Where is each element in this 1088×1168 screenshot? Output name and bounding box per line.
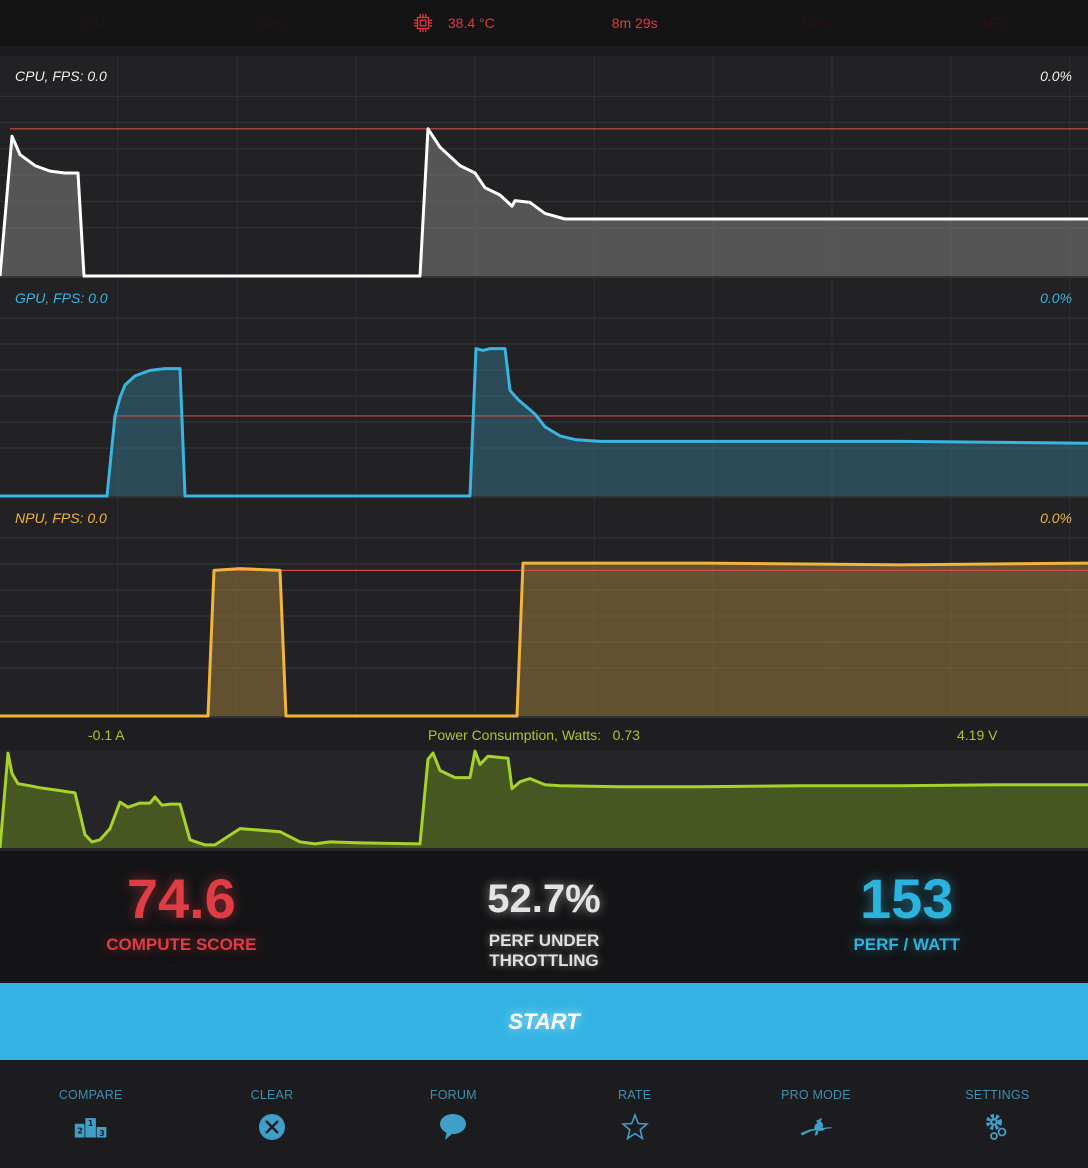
nav-settings-label: SETTINGS [965, 1088, 1030, 1102]
nav-forum[interactable]: FORUM [363, 1060, 544, 1168]
nav-compare-label: COMPARE [58, 1088, 123, 1102]
svg-text:3: 3 [99, 1128, 105, 1138]
caption-line-2: THROTTLING [489, 951, 599, 970]
start-button[interactable]: START [0, 983, 1088, 1060]
gpu-chart-label: GPU, FPS: 0.0 [15, 290, 108, 306]
cpu-chart-percent: 0.0% [1040, 68, 1072, 84]
speech-bubble-icon [440, 1114, 467, 1140]
caption-line-1: PERF UNDER [488, 931, 600, 950]
perf-per-watt-caption: PERF / WATT [853, 935, 960, 954]
podium-icon: 2 1 3 [74, 1118, 107, 1138]
nav-rate-label: RATE [618, 1088, 652, 1102]
start-button-label: START [508, 1008, 580, 1034]
nav-clear-label: CLEAR [250, 1088, 294, 1102]
nav-forum-label: FORUM [429, 1088, 477, 1102]
compute-score-caption: COMPUTE SCORE [106, 935, 257, 954]
svg-text:2: 2 [77, 1125, 83, 1135]
perf-per-watt: 153 PERF / WATT [725, 851, 1088, 981]
power-consumption-title: Power Consumption, Watts: 0.73 [428, 727, 640, 743]
svg-text:1: 1 [87, 1118, 93, 1128]
cpu-chart-plot [0, 56, 1088, 278]
power-voltage: 4.19 V [957, 727, 998, 743]
perf-under-throttling: 52.7% PERF UNDER THROTTLING [363, 851, 726, 981]
npu-chart: NPU, FPS: 0.0 0.0% [0, 498, 1088, 718]
perf-under-throttling-value: 52.7% [487, 877, 601, 921]
compute-score: 74.6 COMPUTE SCORE [0, 851, 363, 981]
npu-chart-label: NPU, FPS: 0.0 [15, 510, 107, 526]
status-elapsed-time: 8m 29s [611, 15, 658, 31]
status-gpu: GPU [256, 15, 288, 31]
bottom-nav: COMPARE 2 1 3 CLEAR FORUM RATE PRO MODE [0, 1060, 1088, 1168]
gpu-chart: GPU, FPS: 0.0 0.0% [0, 278, 1088, 498]
status-temperature: 38.4 °C [363, 12, 544, 34]
nav-compare[interactable]: COMPARE 2 1 3 [0, 1060, 181, 1168]
temperature-value: 38.4 °C [447, 15, 495, 31]
power-current: -0.1 A [88, 727, 125, 743]
cpu-chart-label: CPU, FPS: 0.0 [15, 68, 107, 84]
status-npu-1: NPU [801, 15, 831, 31]
perf-under-throttling-caption: PERF UNDER THROTTLING [363, 931, 726, 971]
power-chart-header [0, 718, 1088, 750]
cpu-chip-icon [413, 13, 433, 33]
status-npu-2: NPU [982, 15, 1013, 31]
gpu-chart-percent: 0.0% [1040, 290, 1072, 306]
star-outline-icon [620, 1113, 649, 1141]
status-cpu: CPU [75, 15, 106, 31]
npu-chart-percent: 0.0% [1040, 510, 1072, 526]
score-panel: 74.6 COMPUTE SCORE 52.7% PERF UNDER THRO… [0, 851, 1088, 981]
clear-circle-x-icon [258, 1114, 285, 1140]
perf-per-watt-value: 153 [859, 867, 954, 930]
nav-clear[interactable]: CLEAR [181, 1060, 362, 1168]
witch-on-broom-icon [800, 1117, 832, 1136]
nav-rate[interactable]: RATE [544, 1060, 725, 1168]
nav-pro-mode[interactable]: PRO MODE [725, 1060, 906, 1168]
power-chart-plot [0, 749, 1088, 849]
npu-chart-plot [0, 498, 1088, 718]
gpu-chart-plot [0, 278, 1088, 498]
nav-pro-mode-label: PRO MODE [781, 1088, 851, 1102]
compute-score-value: 74.6 [126, 867, 236, 930]
status-bar: CPU GPU 38.4 °C 8m 29s NPU NPU [0, 0, 1088, 46]
gears-icon [986, 1114, 1007, 1140]
nav-settings[interactable]: SETTINGS [907, 1060, 1088, 1168]
power-chart: -0.1 A Power Consumption, Watts: 0.73 4.… [0, 718, 1088, 851]
cpu-chart: CPU, FPS: 0.0 0.0% [0, 56, 1088, 278]
